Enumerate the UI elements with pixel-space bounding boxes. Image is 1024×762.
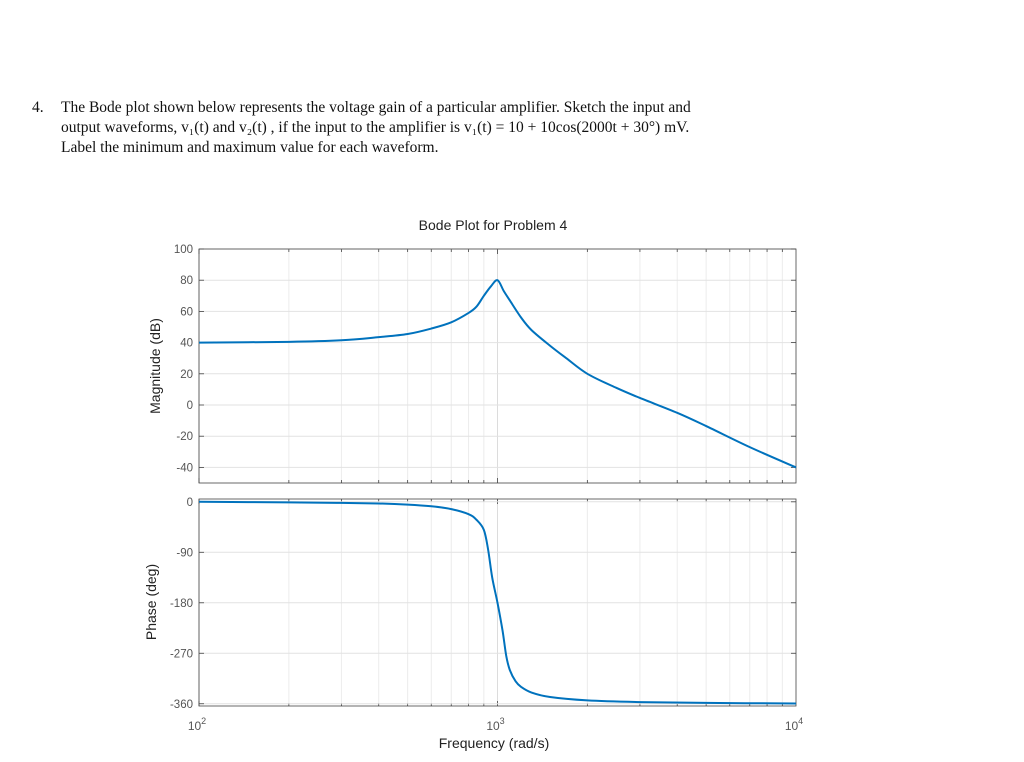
y-tick-label: -180	[170, 598, 193, 610]
x-tick-exp: 4	[798, 716, 803, 726]
axes-frame	[198, 498, 797, 707]
x-tick-label: 102	[188, 716, 206, 733]
x-tick-label: 103	[486, 716, 504, 733]
chart-title: Bode Plot for Problem 4	[419, 217, 568, 233]
x-tick-exp: 2	[201, 716, 206, 726]
x-tick-label: 104	[785, 716, 803, 733]
y-tick-label: 20	[180, 369, 193, 381]
series-line	[198, 500, 797, 705]
y-tick-label: -360	[170, 699, 193, 711]
problem-text-line-3: Label the minimum and maximum value for …	[61, 139, 439, 156]
y-tick-label: 80	[180, 275, 193, 287]
series-line	[198, 279, 797, 469]
y-tick-label: -270	[170, 648, 193, 660]
axes-frame	[198, 248, 797, 484]
x-tick-exp: 3	[500, 716, 505, 726]
y-tick-label: 0	[187, 497, 193, 509]
y-tick-label: -40	[176, 462, 193, 474]
frequency-axis-label: Frequency (rad/s)	[439, 735, 549, 751]
problem-number: 4.	[32, 99, 44, 116]
y-tick-label: 40	[180, 338, 193, 350]
magnitude-axis-label: Magnitude (dB)	[147, 318, 163, 414]
phase-axis-label: Phase (deg)	[143, 564, 159, 640]
magnitude-axes: 100 80 60 40 20 0 -20 -40	[174, 244, 797, 484]
x-tick-base: 10	[486, 719, 500, 733]
x-tick-base: 10	[785, 719, 799, 733]
problem-text-line-2: output waveforms, v₁(t) and v₂(t) , if t…	[61, 119, 690, 136]
y-tick-label: -20	[176, 431, 193, 443]
x-tick-base: 10	[188, 719, 202, 733]
y-tick-label: -90	[176, 547, 193, 559]
problem-text-line-1: The Bode plot shown below represents the…	[61, 99, 691, 116]
y-tick-label: 60	[180, 306, 193, 318]
y-tick-label: 0	[187, 400, 193, 412]
y-tick-label: 100	[174, 244, 193, 256]
